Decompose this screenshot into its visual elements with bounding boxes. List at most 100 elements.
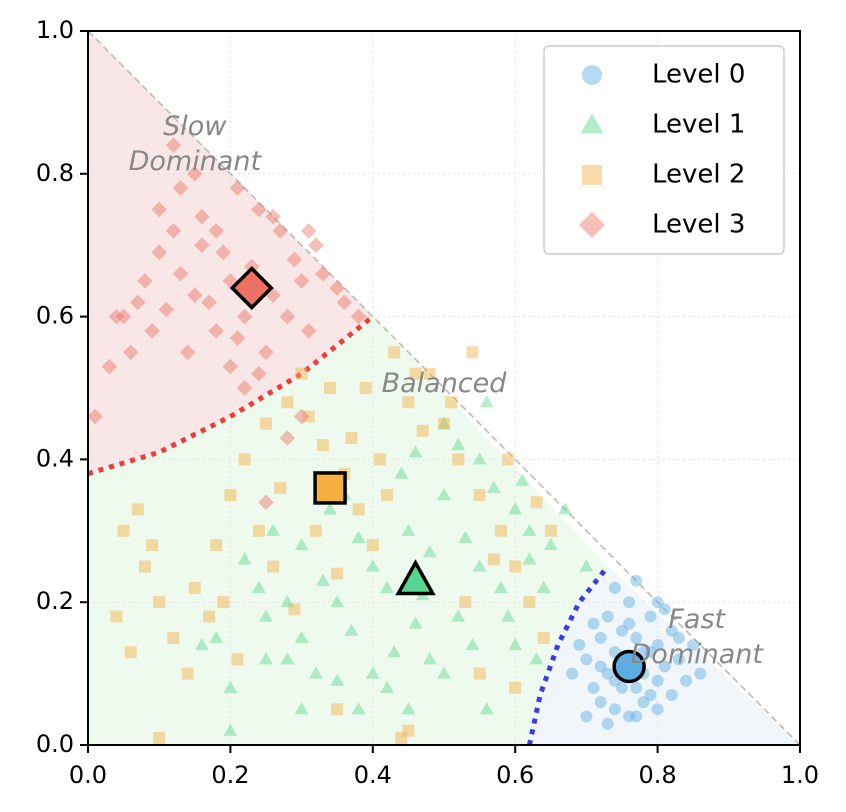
data-point-level-3 [215,244,232,261]
data-point-level-3 [179,344,196,361]
x-tick-label: 0.2 [211,761,249,789]
data-point-level-0 [694,667,707,680]
data-point-level-2 [124,646,137,659]
data-point-level-2 [231,653,244,666]
data-point-level-2 [402,724,415,737]
data-point-level-1 [486,480,501,494]
data-point-level-2 [409,367,422,380]
data-point-level-0 [594,631,607,644]
data-point-level-2 [473,667,486,680]
data-point-level-2 [544,524,557,537]
data-point-level-0 [672,653,685,666]
data-point-level-3 [101,358,118,375]
data-point-level-1 [451,609,466,622]
legend-box [543,45,785,255]
data-point-level-3 [236,308,253,325]
data-point-level-1 [387,644,402,658]
data-point-level-1 [529,652,544,665]
data-point-level-2 [537,631,550,644]
data-point-level-2 [238,453,251,466]
slow-boundary [87,314,375,477]
data-point-level-1 [501,609,515,622]
data-point-level-0 [665,624,678,637]
data-point-level-3 [115,308,132,325]
data-point-level-2 [295,367,308,380]
data-point-level-3 [315,265,331,282]
data-point-level-1 [330,673,345,686]
data-point-level-2 [188,581,201,594]
data-point-level-1 [437,666,451,679]
data-point-level-1 [451,437,466,451]
data-point-level-0 [644,610,657,623]
data-point-level-2 [416,424,429,437]
data-point-level-2 [395,731,408,744]
legend-marker-level-3 [579,212,605,238]
data-point-level-2 [252,524,265,537]
data-point-level-1 [522,552,537,565]
data-point-level-0 [601,610,614,623]
data-point-level-3 [293,273,310,289]
x-tick-label: 0.8 [639,761,677,789]
y-tick-label: 0.2 [36,587,74,615]
data-point-level-0 [665,689,678,702]
data-point-level-0 [580,653,593,666]
data-point-level-3 [187,287,203,303]
data-point-level-0 [658,660,671,673]
data-point-level-3 [194,208,210,225]
data-point-level-3 [151,201,167,218]
data-point-level-0 [680,674,693,687]
region-balanced-fill [88,316,608,745]
data-point-level-3 [130,294,146,311]
data-point-level-2 [502,453,515,466]
data-point-level-3 [229,330,246,346]
data-point-level-1 [408,616,423,629]
y-tick-label: 0.0 [36,730,74,758]
data-point-level-2 [267,560,280,573]
data-point-level-3 [329,280,345,296]
data-point-level-2 [153,596,166,609]
data-point-level-1 [237,552,252,565]
data-point-level-1 [351,702,366,715]
data-point-level-0 [601,667,614,680]
data-point-level-2 [345,431,358,444]
data-point-level-0 [630,631,643,644]
data-point-level-1 [408,445,423,458]
data-point-level-2 [146,539,159,552]
legend-label-level-3: Level 3 [652,210,745,240]
legend: Level 0 Level 1 Level 2 Level 3 [543,45,785,255]
data-point-level-2 [359,382,372,394]
data-point-level-2 [445,396,458,409]
data-point-level-3 [258,494,274,511]
data-point-level-0 [587,681,600,694]
data-point-level-2 [331,703,344,716]
centroid-level-3 [229,266,274,311]
data-point-level-1 [558,502,572,515]
data-point-level-1 [195,637,209,651]
data-point-level-3 [286,251,303,268]
data-point-level-2 [381,489,394,502]
x-tick-label: 0.4 [354,761,392,789]
data-point-level-2 [260,417,272,430]
data-point-level-1 [472,452,487,465]
data-point-level-3 [272,223,289,239]
data-point-level-0 [573,639,586,652]
data-point-level-1 [479,702,494,715]
data-point-level-1 [380,580,394,594]
data-point-level-1 [422,652,437,665]
legend-label-level-1: Level 1 [652,110,745,140]
data-point-level-2 [366,539,379,552]
data-point-level-0 [651,674,664,687]
region-label-slow-dominant: Slow [163,111,227,142]
centroid-level-1 [395,559,436,596]
data-point-level-0 [672,631,685,644]
data-point-level-0 [658,603,671,616]
data-point-level-0 [644,646,657,659]
y-tick-label: 0.8 [36,159,74,187]
data-point-level-1 [515,473,530,486]
data-point-level-3 [108,308,125,325]
data-point-level-1 [294,630,309,643]
data-point-level-2 [473,489,486,502]
data-point-level-2 [302,410,315,423]
fast-boundary [526,564,610,746]
